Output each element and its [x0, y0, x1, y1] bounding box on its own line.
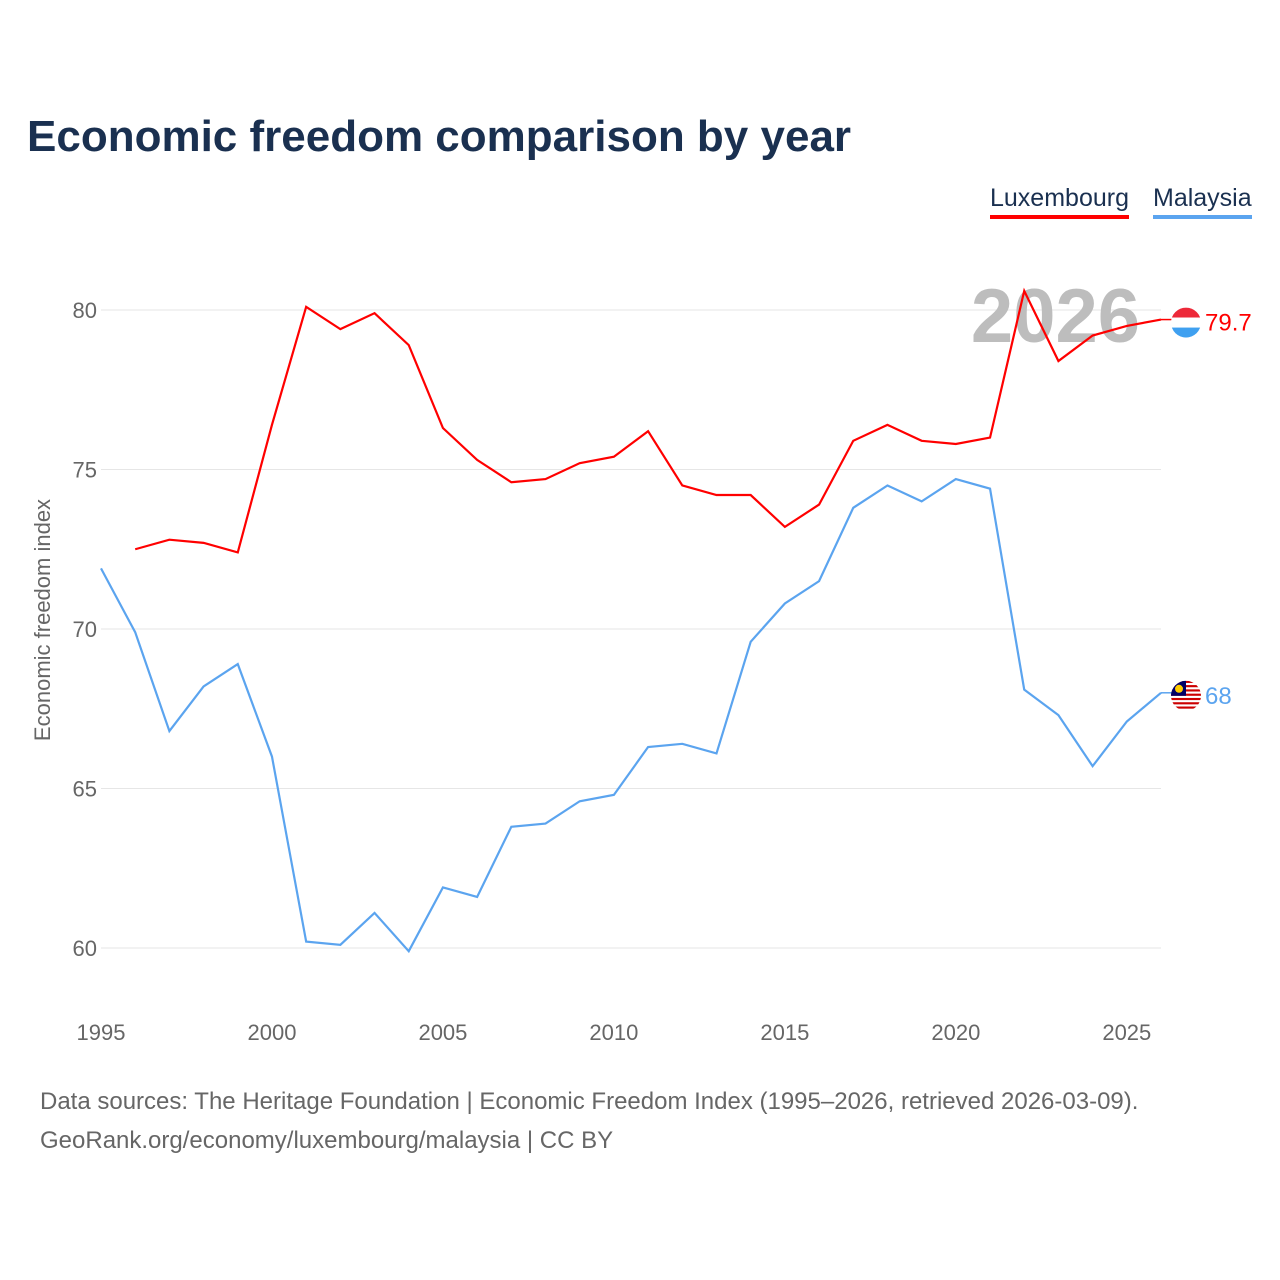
x-tick-label: 2025 — [1102, 1020, 1151, 1045]
y-tick-label: 70 — [73, 617, 97, 642]
end-value-label: 68 — [1205, 683, 1232, 710]
x-tick-label: 2000 — [247, 1020, 296, 1045]
year-watermark: 2026 — [971, 274, 1140, 359]
x-tick-label: 2020 — [931, 1020, 980, 1045]
y-tick-label: 75 — [73, 458, 97, 483]
legend-luxembourg[interactable]: Luxembourg — [990, 184, 1129, 219]
y-tick-label: 65 — [73, 777, 97, 802]
x-tick-label: 2015 — [760, 1020, 809, 1045]
x-tick-label: 2010 — [589, 1020, 638, 1045]
legend-malaysia[interactable]: Malaysia — [1153, 184, 1252, 219]
series-line-malaysia — [100, 477, 1162, 954]
luxembourg-flag-icon — [1171, 307, 1201, 338]
y-axis-label: Economic freedom index — [30, 499, 55, 741]
line-chart: 60 65 70 75 80 1995 2000 2005 2010 2015 2020 2025 Ec… — [30, 274, 1252, 1045]
y-tick-label: 80 — [73, 298, 97, 323]
x-tick-label: 2005 — [418, 1020, 467, 1045]
chart-title: Economic freedom comparison by year — [27, 112, 852, 161]
y-tick-label: 60 — [73, 936, 97, 961]
end-value-label: 79.7 — [1205, 310, 1252, 337]
x-tick-label: 1995 — [77, 1020, 126, 1045]
series-line-luxembourg — [134, 287, 1162, 554]
footer-credit: GeoRank.org/economy/luxembourg/malaysia … — [40, 1127, 614, 1154]
footer-sources: Data sources: The Heritage Foundation | … — [40, 1088, 1139, 1115]
malaysia-flag-icon — [1171, 680, 1201, 709]
